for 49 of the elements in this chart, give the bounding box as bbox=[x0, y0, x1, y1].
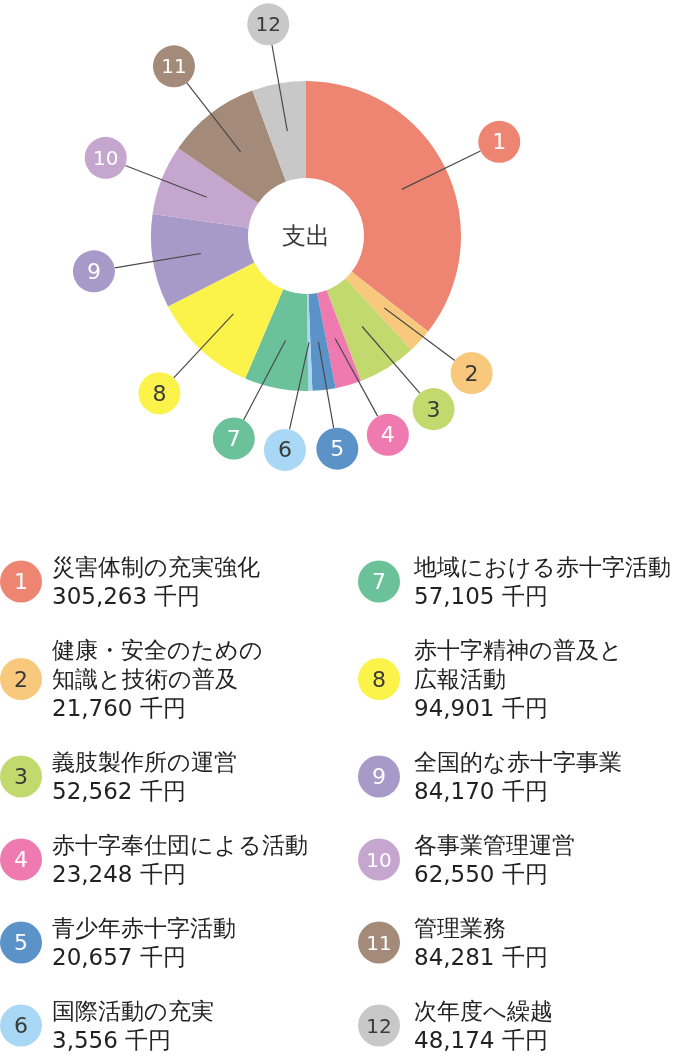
text: 12 bbox=[366, 1013, 392, 1038]
data-label: 3,556 千円 bbox=[52, 1027, 172, 1053]
text: 3 bbox=[426, 396, 441, 422]
legend-label: 国際活動の充実 bbox=[52, 998, 214, 1024]
data-label: 84,170 千円 bbox=[414, 778, 548, 804]
text: 4 bbox=[380, 422, 395, 448]
text: 5 bbox=[330, 436, 345, 462]
data-label: 20,657 千円 bbox=[52, 944, 186, 970]
text: 6 bbox=[277, 437, 292, 463]
data-label: 52,562 千円 bbox=[52, 778, 186, 804]
text: 11 bbox=[366, 930, 392, 955]
data-label: 84,281 千円 bbox=[414, 944, 548, 970]
legend-label: 次年度へ繰越 bbox=[414, 998, 553, 1024]
data-label: 305,263 千円 bbox=[52, 583, 201, 609]
text: 支出 bbox=[282, 222, 330, 250]
text: 2 bbox=[464, 360, 479, 386]
text: 11 bbox=[161, 54, 187, 79]
text: 8 bbox=[372, 666, 386, 692]
text: 9 bbox=[86, 258, 101, 284]
legend-label: 各事業管理運営 bbox=[414, 832, 575, 858]
text: 2 bbox=[14, 666, 28, 692]
legend-label: 青少年赤十字活動 bbox=[52, 915, 236, 941]
data-label: 21,760 千円 bbox=[52, 695, 186, 721]
legend-label: 地域における赤十字活動 bbox=[413, 554, 671, 580]
data-label: 48,174 千円 bbox=[414, 1027, 548, 1053]
text: 9 bbox=[372, 764, 386, 789]
legend-label: 全国的な赤十字事業 bbox=[414, 749, 622, 775]
text: 8 bbox=[152, 380, 167, 406]
text: 1 bbox=[492, 129, 507, 155]
text: 10 bbox=[92, 145, 119, 170]
data-label: 94,901 千円 bbox=[414, 695, 548, 721]
legend-label: 赤十字精神の普及と広報活動 bbox=[414, 637, 623, 692]
text: 7 bbox=[372, 569, 386, 594]
text: 5 bbox=[14, 930, 28, 955]
data-label: 23,248 千円 bbox=[52, 861, 186, 887]
data-label: 62,550 千円 bbox=[414, 861, 548, 887]
text: 7 bbox=[226, 426, 241, 452]
text: 10 bbox=[366, 847, 392, 872]
legend-label: 管理業務 bbox=[414, 915, 506, 941]
text: 3 bbox=[14, 764, 28, 789]
legend-label: 健康・安全のための知識と技術の普及 bbox=[52, 637, 263, 692]
legend-label: 災害体制の充実強化 bbox=[52, 554, 260, 580]
legend-label: 義肢製作所の運営 bbox=[52, 749, 237, 775]
text: 12 bbox=[255, 12, 282, 37]
text: 4 bbox=[14, 847, 28, 872]
legend-label: 赤十字奉仕団による活動 bbox=[52, 832, 308, 858]
text: 6 bbox=[14, 1013, 28, 1038]
text: 1 bbox=[14, 569, 28, 594]
data-label: 57,105 千円 bbox=[414, 583, 548, 609]
